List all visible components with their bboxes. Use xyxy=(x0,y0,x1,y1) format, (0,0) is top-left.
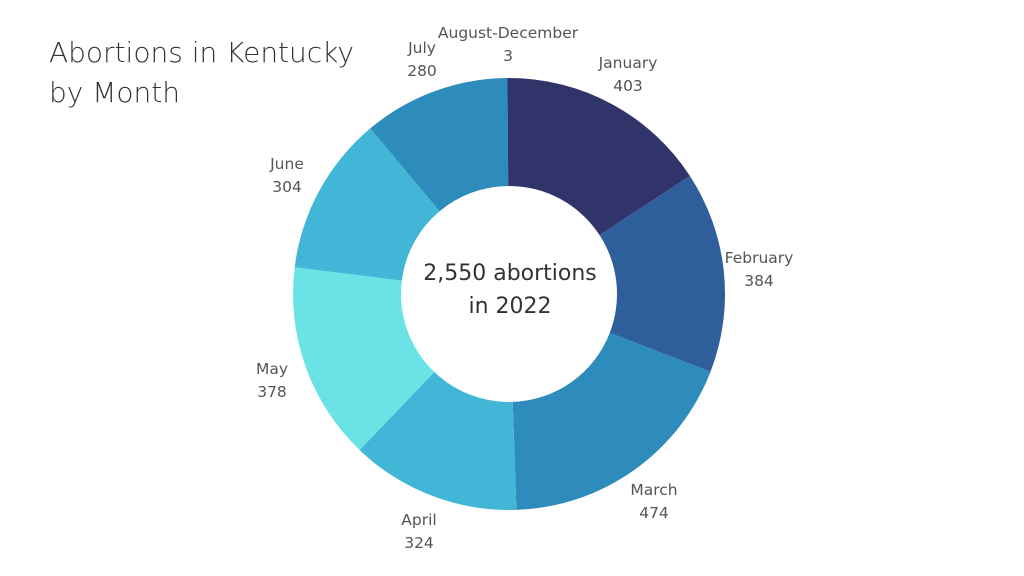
slice-march xyxy=(512,332,711,510)
label-august-december-name: August-December xyxy=(438,24,579,42)
label-june-name: June xyxy=(269,155,304,173)
slice-july xyxy=(370,78,509,212)
label-june-value: 304 xyxy=(272,178,302,196)
label-march-name: March xyxy=(630,481,677,499)
label-march-value: 474 xyxy=(639,504,669,522)
slice-labels: January 403 February 384 March 474 April 324 May… xyxy=(256,24,793,552)
slice-april xyxy=(359,371,517,510)
label-may-name: May xyxy=(256,360,288,378)
label-february-value: 384 xyxy=(744,272,774,290)
donut-slices xyxy=(293,78,725,510)
label-february-name: February xyxy=(725,249,794,267)
slice-june xyxy=(294,128,440,281)
chart-title-line-1: Abortions in Kentucky xyxy=(49,36,354,69)
label-january-name: January xyxy=(598,54,658,72)
slice-may xyxy=(293,267,435,450)
slice-january xyxy=(509,78,690,236)
slice-august-december xyxy=(507,78,509,187)
label-may-value: 378 xyxy=(257,383,287,401)
label-july-value: 280 xyxy=(407,62,437,80)
chart-title: Abortions in Kentucky by Month xyxy=(49,33,354,113)
label-april-name: April xyxy=(401,511,436,529)
label-july-name: July xyxy=(407,39,436,57)
slice-february xyxy=(599,176,725,372)
center-label-line-2: in 2022 xyxy=(468,294,551,319)
chart-title-line-2: by Month xyxy=(49,76,181,109)
label-january-value: 403 xyxy=(613,77,643,95)
label-april-value: 324 xyxy=(404,534,434,552)
center-label-line-1: 2,550 abortions xyxy=(423,261,597,286)
label-august-december-value: 3 xyxy=(503,47,513,65)
